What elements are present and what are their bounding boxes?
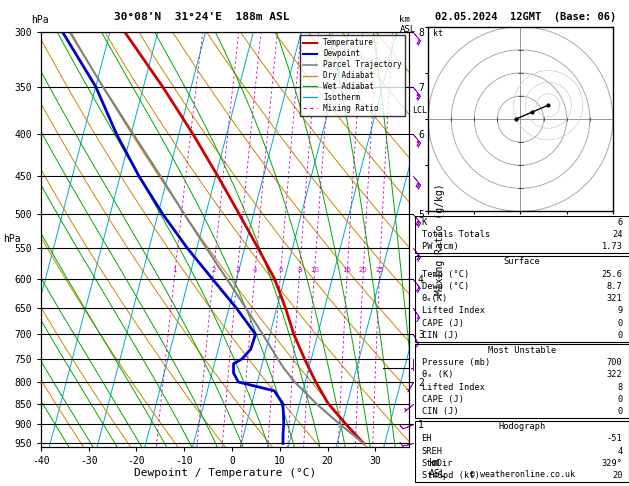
Text: 8: 8 [297,267,302,273]
X-axis label: Dewpoint / Temperature (°C): Dewpoint / Temperature (°C) [134,468,316,478]
Text: CAPE (J): CAPE (J) [421,319,464,328]
Text: hPa: hPa [3,234,21,244]
Text: Pressure (mb): Pressure (mb) [421,358,490,367]
Text: 2: 2 [211,267,216,273]
Text: 30°08'N  31°24'E  188m ASL: 30°08'N 31°24'E 188m ASL [113,12,289,22]
Text: 0: 0 [617,331,623,340]
Text: 02.05.2024  12GMT  (Base: 06): 02.05.2024 12GMT (Base: 06) [435,12,616,22]
Text: 8: 8 [617,382,623,392]
Text: 10: 10 [310,267,319,273]
Text: 4: 4 [617,447,623,456]
Text: StmSpd (kt): StmSpd (kt) [421,471,479,480]
Text: © weatheronline.co.uk: © weatheronline.co.uk [470,469,574,479]
Text: PW (cm): PW (cm) [421,243,459,251]
Text: 20: 20 [359,267,367,273]
Text: StmDir: StmDir [421,459,453,468]
Text: 322: 322 [607,370,623,380]
Text: SREH: SREH [421,447,443,456]
Text: 9: 9 [617,306,623,315]
Text: 0: 0 [617,407,623,416]
Y-axis label: Mixing Ratio (g/kg): Mixing Ratio (g/kg) [435,184,445,295]
Text: Lifted Index: Lifted Index [421,306,484,315]
Bar [415,256,629,342]
Text: -51: -51 [607,434,623,443]
Text: Most Unstable: Most Unstable [488,346,556,355]
Text: 8.7: 8.7 [607,282,623,291]
Text: Totals Totals: Totals Totals [421,230,490,239]
Text: 0: 0 [617,319,623,328]
Text: θₑ(K): θₑ(K) [421,294,448,303]
Text: km
ASL: km ASL [399,15,416,34]
Text: 6: 6 [617,218,623,227]
Text: 0: 0 [617,395,623,404]
Text: 25.6: 25.6 [601,270,623,278]
Text: CAPE (J): CAPE (J) [421,395,464,404]
Text: 700: 700 [607,358,623,367]
Text: Lifted Index: Lifted Index [421,382,484,392]
Text: km
ASL: km ASL [429,457,447,479]
Bar [415,420,629,482]
Text: CIN (J): CIN (J) [421,331,459,340]
Text: hPa: hPa [31,15,49,25]
Text: 329°: 329° [601,459,623,468]
Text: CIN (J): CIN (J) [421,407,459,416]
Text: 6: 6 [278,267,283,273]
Text: 1.73: 1.73 [601,243,623,251]
Text: 24: 24 [612,230,623,239]
Text: Surface: Surface [504,258,540,266]
Text: LCL: LCL [413,106,428,115]
Text: Temp (°C): Temp (°C) [421,270,469,278]
Text: K: K [421,218,427,227]
Text: 1: 1 [172,267,177,273]
Text: 20: 20 [612,471,623,480]
Text: 3: 3 [235,267,240,273]
Text: 4: 4 [253,267,257,273]
Text: kt: kt [433,29,443,38]
Text: 16: 16 [343,267,352,273]
Text: 25: 25 [375,267,384,273]
Text: θₑ (K): θₑ (K) [421,370,453,380]
Text: Dewp (°C): Dewp (°C) [421,282,469,291]
Text: EH: EH [421,434,432,443]
Text: 321: 321 [607,294,623,303]
Bar [415,344,629,418]
Legend: Temperature, Dewpoint, Parcel Trajectory, Dry Adiabat, Wet Adiabat, Isotherm, Mi: Temperature, Dewpoint, Parcel Trajectory… [301,35,405,116]
Text: Hodograph: Hodograph [498,422,546,431]
Bar [415,216,629,253]
